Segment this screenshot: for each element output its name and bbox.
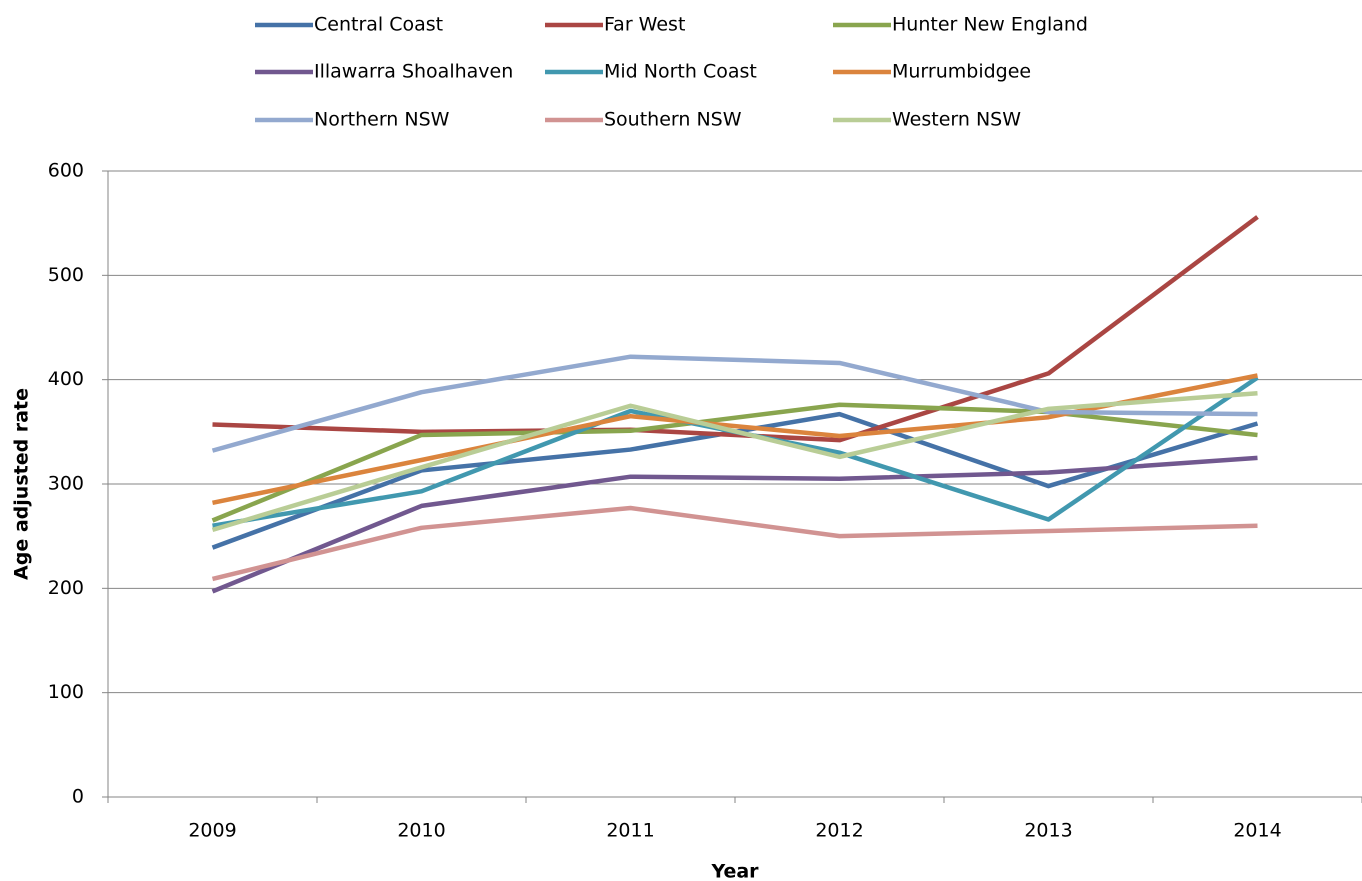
series-line	[211, 402, 1258, 523]
y-axis-title: Age adjusted rate	[11, 388, 33, 580]
series-line	[211, 354, 1258, 453]
x-tick-label: 2009	[188, 820, 236, 842]
legend-label: Northern NSW	[314, 109, 450, 131]
x-tick-label: 2010	[397, 820, 445, 842]
x-tick-label: 2012	[815, 820, 863, 842]
y-tick-label: 100	[48, 681, 84, 703]
y-tick-label: 600	[48, 160, 84, 182]
legend-label: Far West	[604, 14, 685, 36]
y-tick-label: 400	[48, 368, 84, 390]
y-tick-label: 0	[72, 786, 84, 808]
series-line	[212, 215, 1259, 443]
legend-label: Mid North Coast	[604, 61, 757, 83]
x-axis-title: Year	[710, 861, 759, 881]
legend-label: Western NSW	[892, 109, 1021, 131]
legend-label: Central Coast	[314, 14, 443, 36]
legend-label: Hunter New England	[892, 14, 1088, 36]
legend-label: Murrumbidgee	[892, 61, 1031, 83]
y-tick-label: 300	[48, 473, 84, 495]
series-line	[211, 390, 1258, 533]
series-line	[211, 455, 1258, 594]
y-tick-label: 500	[48, 264, 84, 286]
series-line	[211, 505, 1258, 582]
x-tick-label: 2011	[606, 820, 654, 842]
x-tick-label: 2014	[1233, 820, 1281, 842]
series-line	[212, 375, 1259, 528]
x-tick-label: 2013	[1024, 820, 1072, 842]
legend-label: Southern NSW	[604, 109, 742, 131]
y-tick-label: 200	[48, 577, 84, 599]
legend-label: Illawarra Shoalhaven	[314, 61, 513, 83]
